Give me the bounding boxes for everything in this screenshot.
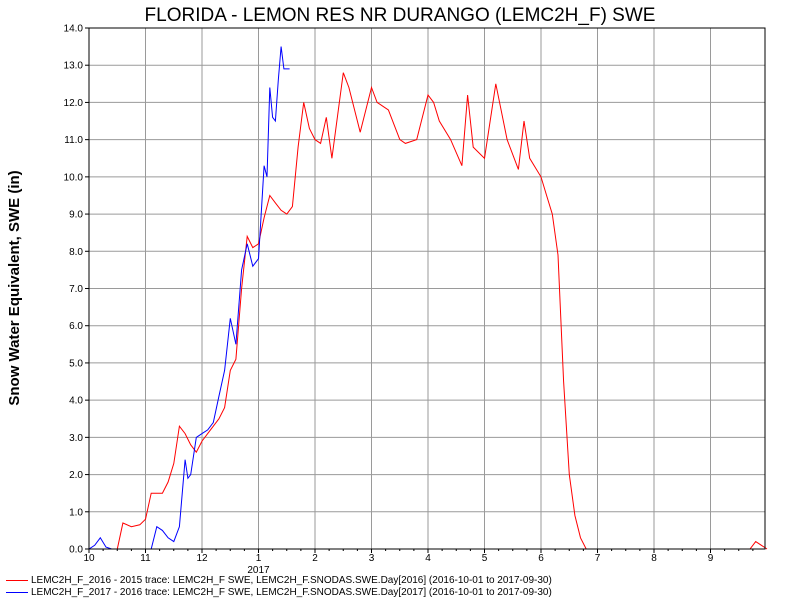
- y-tick-label: 9.0: [69, 210, 83, 221]
- x-tick-label: 3: [369, 553, 375, 564]
- y-tick-label: 0.0: [69, 545, 83, 556]
- legend-label: LEMC2H_F_2017 - 2016 trace: LEMC2H_F SWE…: [31, 587, 552, 598]
- x-tick-label: 8: [651, 553, 657, 564]
- x-tick-label: 9: [708, 553, 714, 564]
- legend-swatch-blue: [6, 591, 28, 593]
- chart-title: FLORIDA - LEMON RES NR DURANGO (LEMC2H_F…: [145, 5, 656, 26]
- legend-label: LEMC2H_F_2016 - 2015 trace: LEMC2H_F SWE…: [31, 575, 552, 586]
- y-tick-label: 12.0: [64, 98, 84, 109]
- y-tick-label: 6.0: [69, 321, 83, 332]
- x-tick-label: 10: [83, 553, 95, 564]
- series-line-2017: [88, 46, 290, 550]
- year-label: 2017: [247, 565, 270, 576]
- x-tick-label: 1: [256, 553, 262, 564]
- y-tick-label: 3.0: [69, 433, 83, 444]
- y-tick-label: 13.0: [64, 61, 84, 72]
- y-tick-label: 11.0: [64, 135, 83, 146]
- legend-entry-2016: LEMC2H_F_2016 - 2015 trace: LEMC2H_F SWE…: [6, 575, 552, 586]
- legend-swatch-red: [6, 579, 28, 581]
- y-tick-label: 4.0: [69, 396, 83, 407]
- y-tick-label: 5.0: [69, 358, 83, 369]
- grid: [89, 27, 765, 550]
- x-tick-label: 2: [312, 553, 318, 564]
- series-line-2016: [89, 72, 768, 550]
- y-tick-label: 10.0: [64, 172, 84, 183]
- x-tick-label: 4: [425, 553, 431, 564]
- y-tick-label: 1.0: [69, 507, 83, 518]
- x-tick-label: 7: [595, 553, 601, 564]
- y-axis-label: Snow Water Equivalent, SWE (in): [6, 170, 23, 405]
- axes: 0.01.02.03.04.05.06.07.08.09.010.011.012…: [64, 24, 754, 576]
- y-tick-label: 7.0: [69, 284, 83, 295]
- legend-entry-2017: LEMC2H_F_2017 - 2016 trace: LEMC2H_F SWE…: [6, 587, 552, 598]
- y-tick-label: 14.0: [64, 24, 84, 35]
- y-tick-label: 8.0: [69, 247, 83, 258]
- x-tick-label: 6: [538, 553, 544, 564]
- y-tick-label: 2.0: [69, 470, 83, 481]
- x-tick-label: 11: [140, 553, 151, 564]
- x-tick-label: 5: [482, 553, 488, 564]
- plot-frame: [88, 27, 766, 550]
- x-tick-label: 12: [196, 553, 208, 564]
